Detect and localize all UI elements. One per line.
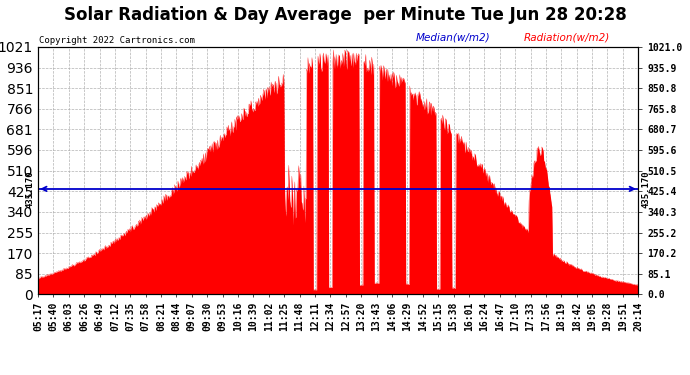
- Text: Copyright 2022 Cartronics.com: Copyright 2022 Cartronics.com: [39, 36, 195, 45]
- Text: 435.170: 435.170: [641, 170, 650, 208]
- Text: Solar Radiation & Day Average  per Minute Tue Jun 28 20:28: Solar Radiation & Day Average per Minute…: [63, 6, 627, 24]
- Text: Median(w/m2): Median(w/m2): [416, 32, 491, 42]
- Text: 435.170: 435.170: [26, 170, 35, 208]
- Text: Radiation(w/m2): Radiation(w/m2): [524, 32, 611, 42]
